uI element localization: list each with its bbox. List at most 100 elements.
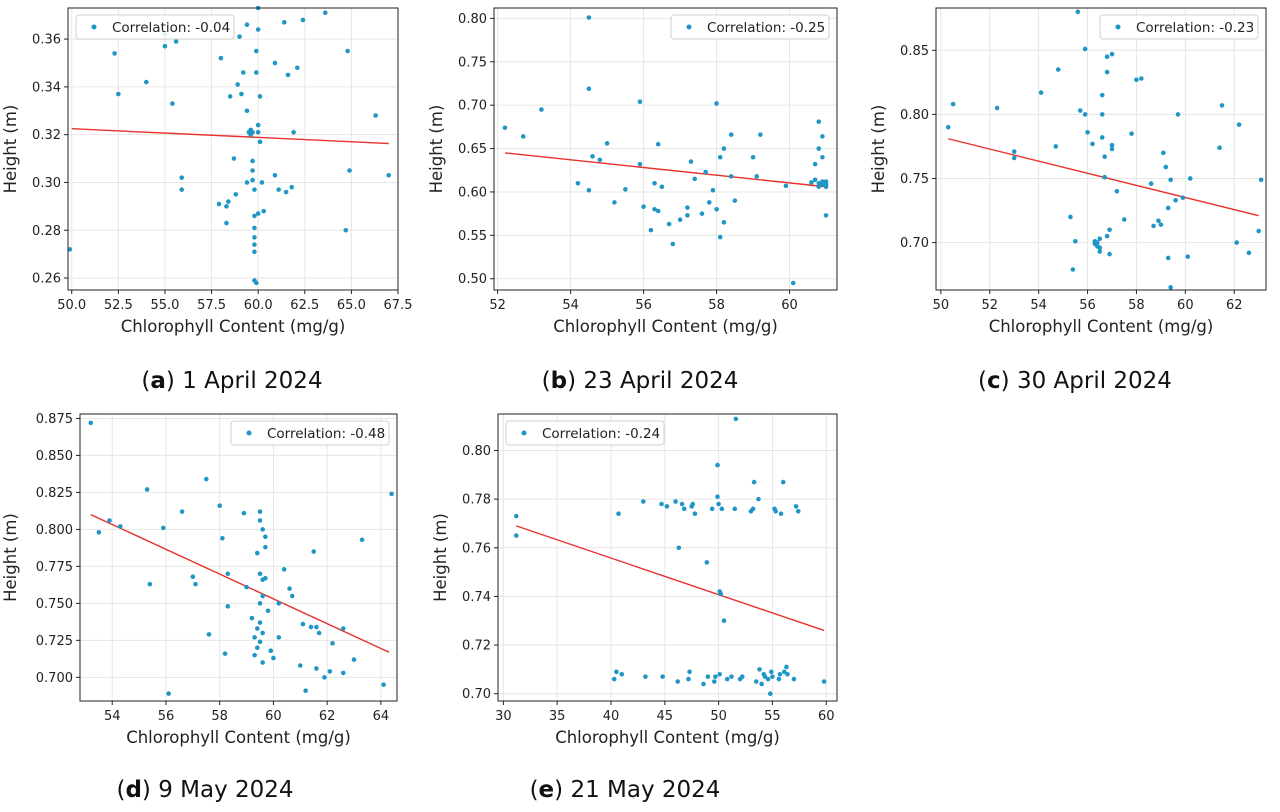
- data-point: [1104, 69, 1110, 75]
- data-point: [714, 207, 719, 212]
- data-point: [343, 227, 349, 233]
- data-point: [1070, 267, 1076, 272]
- panel-c: 50 52 54 56 58 60 62 0.70 0.75 0.80 0.85 Chlorophyl…: [869, 7, 1267, 394]
- data-point: [276, 635, 282, 640]
- data-point: [750, 154, 756, 160]
- data-point: [677, 217, 683, 223]
- y-tick-label: 0.28: [32, 224, 61, 239]
- data-point: [586, 15, 592, 20]
- data-point: [1011, 155, 1017, 161]
- y-tick-label: 0.60: [458, 185, 487, 200]
- legend: Correlation: -0.23: [1099, 14, 1259, 40]
- data-point: [231, 156, 237, 161]
- data-point: [314, 666, 319, 671]
- data-point: [1095, 240, 1100, 245]
- data-point: [1234, 240, 1239, 245]
- legend-label: Correlation: -0.23: [1136, 20, 1254, 36]
- data-point: [297, 663, 303, 668]
- legend-marker: [91, 24, 97, 30]
- data-point: [750, 506, 756, 512]
- y-tick-label: 0.80: [458, 12, 487, 27]
- y-tick-label: 0.80: [900, 108, 929, 123]
- data-point: [623, 187, 628, 192]
- data-point: [263, 544, 268, 550]
- data-point: [276, 601, 282, 606]
- data-point: [776, 676, 782, 682]
- data-point: [1099, 135, 1105, 140]
- y-tick-label: 0.50: [458, 272, 487, 287]
- data-point: [255, 626, 260, 631]
- x-tick-label: 62: [319, 709, 336, 724]
- data-point: [244, 22, 250, 28]
- data-point: [616, 511, 621, 517]
- data-point: [222, 651, 228, 656]
- x-tick-label: 56: [158, 709, 175, 724]
- caption-paren-open: (: [978, 368, 987, 394]
- data-point: [1185, 254, 1191, 259]
- data-point: [252, 213, 257, 219]
- caption-date: 1 April 2024: [182, 368, 322, 394]
- data-point: [717, 671, 722, 677]
- data-point: [160, 525, 166, 531]
- data-point: [1082, 112, 1088, 117]
- data-point: [252, 187, 257, 192]
- x-tick-label: 30: [495, 709, 512, 724]
- data-point: [1168, 177, 1173, 183]
- y-tick-label: 0.750: [36, 597, 73, 612]
- data-point: [254, 70, 259, 75]
- data-point: [675, 679, 681, 684]
- data-point: [239, 91, 244, 97]
- data-point: [1082, 46, 1088, 52]
- data-point: [218, 55, 224, 61]
- data-point: [255, 645, 260, 651]
- y-tick-label: 0.74: [462, 590, 491, 605]
- data-point: [685, 205, 690, 210]
- panel-caption: (c) 30 April 2024: [978, 368, 1172, 394]
- data-point: [699, 211, 705, 216]
- data-point: [1180, 195, 1186, 201]
- data-point: [732, 198, 738, 203]
- data-point: [272, 172, 278, 178]
- data-point: [732, 506, 738, 512]
- data-point: [655, 141, 661, 147]
- data-point: [539, 107, 544, 112]
- data-point: [758, 132, 763, 137]
- data-point: [340, 626, 346, 631]
- data-point: [670, 241, 676, 247]
- data-point: [1165, 255, 1171, 261]
- y-tick-label: 0.30: [32, 176, 61, 191]
- data-point: [1097, 236, 1103, 242]
- data-point: [717, 234, 723, 240]
- data-point: [147, 581, 153, 587]
- data-point: [614, 669, 619, 675]
- legend-label: Correlation: -0.04: [112, 20, 230, 36]
- caption-letter: e: [539, 777, 555, 803]
- data-point: [381, 682, 386, 688]
- caption-paren-close: ): [554, 777, 570, 803]
- data-point: [687, 669, 692, 675]
- y-tick-label: 0.78: [462, 493, 491, 508]
- data-point: [659, 184, 665, 190]
- data-point: [250, 177, 255, 183]
- data-point: [281, 20, 287, 25]
- data-point: [1258, 177, 1264, 183]
- data-point: [612, 200, 617, 205]
- data-point: [1219, 103, 1225, 108]
- y-tick-label: 0.850: [36, 449, 73, 464]
- data-point: [1109, 146, 1115, 152]
- x-tick-label: 62.5: [290, 298, 319, 313]
- data-point: [327, 669, 333, 674]
- data-point: [179, 509, 185, 514]
- x-axis-label: Chlorophyll Content (mg/g): [126, 728, 351, 747]
- caption-paren-close: ): [142, 777, 158, 803]
- data-point: [652, 180, 657, 186]
- data-point: [1073, 238, 1078, 244]
- data-point: [283, 189, 289, 195]
- data-point: [235, 82, 240, 87]
- data-point: [945, 124, 951, 130]
- data-point: [116, 91, 121, 97]
- data-point: [107, 518, 112, 523]
- data-point: [718, 591, 724, 597]
- axes-frame: [497, 413, 838, 702]
- legend: Correlation: -0.48: [230, 420, 390, 446]
